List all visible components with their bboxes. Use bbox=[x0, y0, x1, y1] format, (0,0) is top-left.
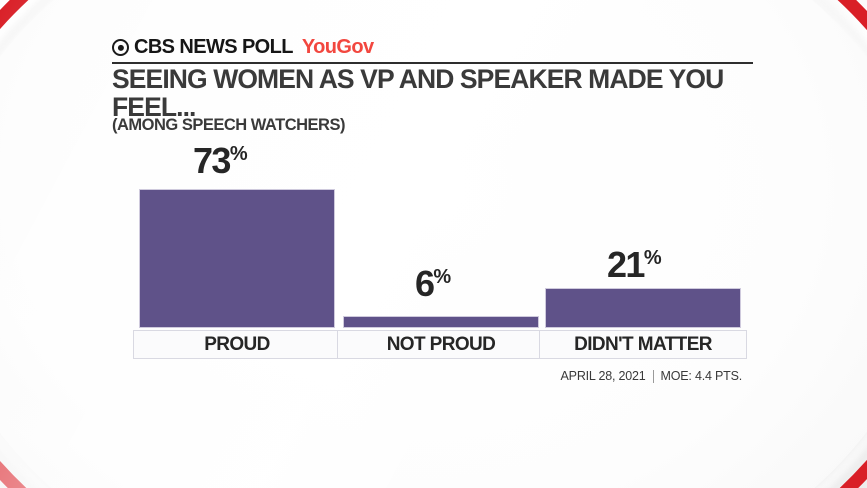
bar-value-label: 73% bbox=[193, 140, 248, 181]
category-label: DIDN'T MATTER bbox=[574, 333, 712, 355]
footer-divider bbox=[652, 369, 654, 383]
network-label: CBS NEWS POLL bbox=[134, 36, 293, 58]
bar-not-proud bbox=[343, 316, 539, 328]
category-box-not-proud: NOT PROUD bbox=[337, 330, 545, 359]
partner-label: YouGov bbox=[301, 36, 374, 58]
cbs-eye-icon bbox=[112, 39, 129, 56]
bar-value-percent: % bbox=[643, 247, 662, 269]
bar-value-label: 6% bbox=[415, 263, 451, 304]
bar-value-number: 21 bbox=[607, 244, 645, 285]
margin-of-error: MOE: 4.4 PTS. bbox=[660, 369, 743, 383]
header-divider bbox=[112, 62, 753, 64]
category-box-proud: PROUD bbox=[133, 330, 341, 359]
bar-proud bbox=[139, 189, 335, 328]
bar-didnt-matter bbox=[545, 288, 741, 328]
category-label: NOT PROUD bbox=[386, 333, 496, 355]
bar-value-label: 21% bbox=[607, 244, 662, 285]
page-subtitle: (AMONG SPEECH WATCHERS) bbox=[112, 116, 345, 134]
page-title: SEEING WOMEN AS VP AND SPEAKER MADE YOU … bbox=[112, 64, 724, 122]
category-box-didnt-matter: DIDN'T MATTER bbox=[539, 330, 747, 359]
bar-value-percent: % bbox=[433, 266, 451, 288]
bar-value-number: 73 bbox=[193, 140, 231, 181]
bar-value-percent: % bbox=[229, 143, 248, 165]
brand-bar: CBS NEWS POLL YouGov bbox=[112, 36, 374, 59]
source-note: APRIL 28, 2021 MOE: 4.4 PTS. bbox=[560, 369, 743, 383]
poll-date: APRIL 28, 2021 bbox=[560, 369, 646, 383]
bar-value-number: 6 bbox=[415, 263, 435, 304]
category-label: PROUD bbox=[204, 333, 270, 355]
